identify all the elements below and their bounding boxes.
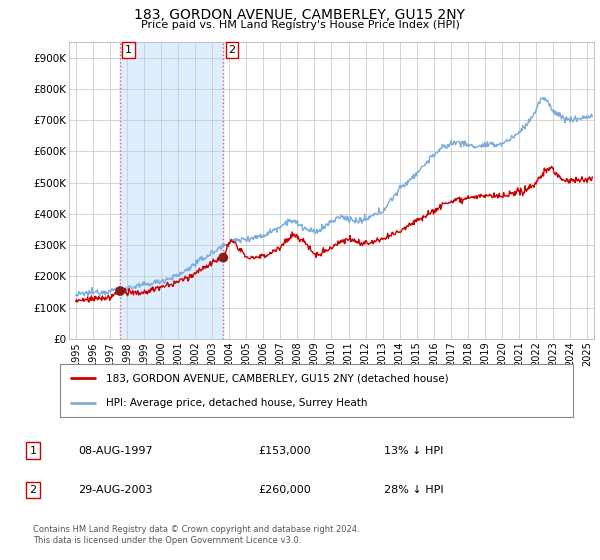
Text: 1: 1 (29, 446, 37, 456)
Text: 183, GORDON AVENUE, CAMBERLEY, GU15 2NY: 183, GORDON AVENUE, CAMBERLEY, GU15 2NY (134, 8, 466, 22)
Point (218, 253, 228, 262)
Point (115, 287, 125, 296)
Text: £153,000: £153,000 (258, 446, 311, 456)
Text: 28% ↓ HPI: 28% ↓ HPI (384, 485, 443, 495)
Text: £260,000: £260,000 (258, 485, 311, 495)
Text: Price paid vs. HM Land Registry's House Price Index (HPI): Price paid vs. HM Land Registry's House … (140, 20, 460, 30)
Text: 1: 1 (125, 45, 132, 55)
Text: 13% ↓ HPI: 13% ↓ HPI (384, 446, 443, 456)
Bar (120, 42, 223, 339)
Text: HPI: Average price, detached house, Surrey Heath: HPI: Average price, detached house, Surr… (106, 398, 368, 408)
Text: 2: 2 (229, 45, 235, 55)
Text: 29-AUG-2003: 29-AUG-2003 (78, 485, 152, 495)
Text: 183, GORDON AVENUE, CAMBERLEY, GU15 2NY (detached house): 183, GORDON AVENUE, CAMBERLEY, GU15 2NY … (106, 374, 449, 384)
Text: 08-AUG-1997: 08-AUG-1997 (78, 446, 152, 456)
Text: Contains HM Land Registry data © Crown copyright and database right 2024.
This d: Contains HM Land Registry data © Crown c… (33, 525, 359, 545)
Text: 2: 2 (29, 485, 37, 495)
